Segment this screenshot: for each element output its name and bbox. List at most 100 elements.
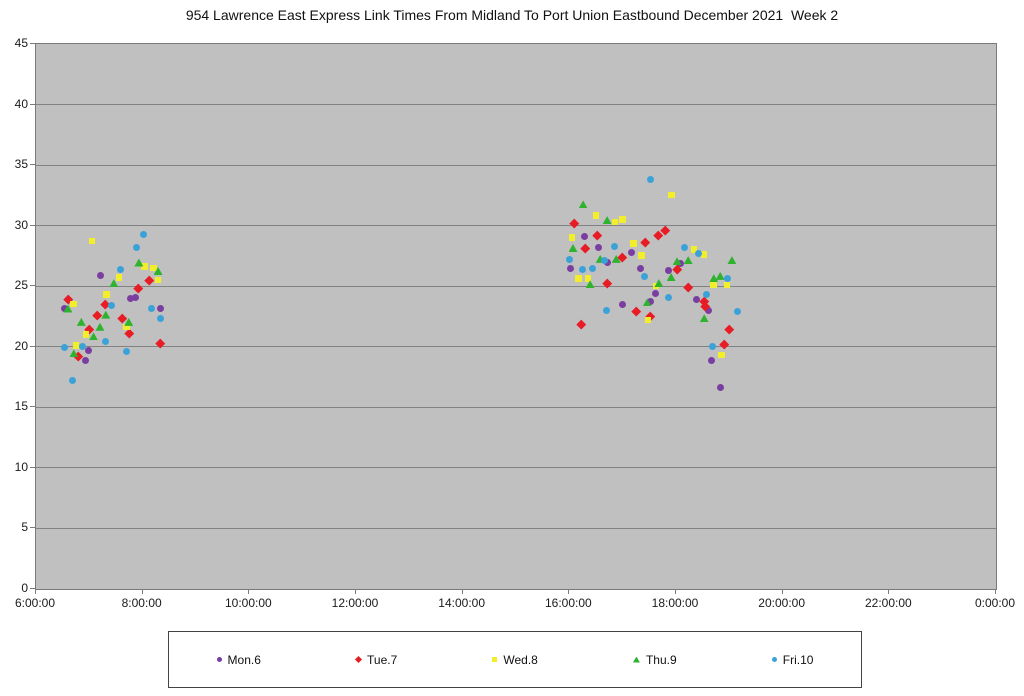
x-tick-label: 20:00:00 [758, 596, 806, 610]
data-point [638, 252, 645, 259]
data-point [153, 266, 163, 275]
y-tick-label: 40 [14, 96, 28, 111]
data-point [699, 314, 709, 323]
data-point [724, 324, 734, 335]
y-tick-label: 15 [14, 399, 28, 414]
data-point [642, 298, 652, 307]
data-point [144, 275, 154, 285]
data-point [61, 344, 69, 352]
data-point [581, 233, 589, 241]
x-tick-mark [461, 589, 463, 594]
data-point [595, 243, 603, 251]
legend-label: Mon.6 [227, 652, 261, 667]
x-tick-label: 6:00:00 [14, 596, 56, 610]
x-tick-mark [248, 589, 250, 594]
data-point [117, 265, 125, 273]
chart-title: 954 Lawrence East Express Link Times Fro… [185, 7, 839, 23]
data-point [93, 310, 103, 320]
data-point [723, 275, 731, 283]
data-point [651, 289, 659, 297]
data-point [88, 237, 95, 245]
data-point [575, 275, 582, 282]
data-point [89, 332, 99, 341]
data-point [602, 216, 612, 225]
y-tick-mark [30, 224, 35, 226]
y-tick-mark [30, 345, 35, 347]
data-point [672, 257, 682, 266]
y-tick-mark [30, 103, 35, 105]
data-point [70, 300, 77, 308]
legend-label: Thu.9 [645, 652, 677, 667]
data-point [126, 294, 134, 302]
y-tick-mark [30, 406, 35, 408]
data-point [141, 263, 148, 270]
data-point [566, 256, 574, 264]
data-point [157, 304, 165, 312]
data-point [108, 302, 116, 310]
data-point [82, 331, 90, 338]
x-tick-label: 0:00:00 [974, 596, 1016, 610]
data-point [76, 317, 86, 326]
triangle-marker-icon [632, 656, 640, 663]
gridline [36, 527, 996, 529]
y-tick-mark [30, 588, 35, 589]
data-point [708, 343, 716, 351]
data-point [734, 308, 742, 316]
data-point [717, 384, 725, 392]
data-point [715, 271, 725, 280]
data-point [727, 256, 737, 265]
data-point [602, 306, 610, 314]
data-point [595, 254, 605, 263]
y-tick-mark [30, 43, 35, 44]
data-point [148, 304, 156, 312]
data-point [139, 230, 147, 238]
data-point [60, 304, 68, 312]
data-point [719, 339, 729, 349]
data-point [123, 348, 131, 356]
data-point [69, 377, 77, 385]
plot-area [35, 43, 997, 590]
gridline [36, 346, 996, 348]
x-tick-label: 16:00:00 [544, 596, 592, 610]
x-tick-label: 12:00:00 [331, 596, 379, 610]
data-point [84, 346, 92, 354]
legend-entry: Mon.6 [216, 652, 261, 667]
legend-entry: Tue.7 [354, 652, 398, 667]
data-point [592, 230, 602, 240]
data-point [109, 279, 119, 288]
x-tick-mark [781, 589, 783, 594]
data-point [600, 257, 608, 265]
data-point [709, 274, 719, 283]
data-point [690, 246, 698, 253]
data-point [101, 310, 111, 319]
data-point [568, 234, 575, 241]
data-point [154, 276, 162, 284]
data-point [63, 304, 73, 313]
circle-marker-icon [216, 657, 222, 662]
x-tick-mark [35, 589, 36, 594]
data-point [683, 282, 694, 292]
data-point [592, 212, 599, 219]
data-point [567, 264, 575, 272]
x-tick-label: 14:00:00 [438, 596, 486, 610]
data-point [683, 256, 693, 265]
data-point [628, 248, 636, 256]
y-tick-mark [30, 164, 35, 166]
data-point [692, 296, 700, 304]
data-point [723, 281, 731, 288]
data-point [640, 237, 650, 247]
x-tick-mark [141, 589, 143, 594]
x-tick-label: 8:00:00 [121, 596, 162, 610]
data-point [700, 251, 708, 258]
data-point [115, 274, 123, 281]
x-tick-label: 10:00:00 [224, 596, 272, 610]
data-point [661, 225, 671, 235]
x-tick-mark [355, 589, 356, 594]
y-tick-label: 0 [21, 581, 28, 595]
legend-label: Wed.8 [503, 652, 538, 667]
x-tick-mark [568, 589, 570, 594]
legend-entry: Wed.8 [492, 652, 538, 667]
y-tick-mark [30, 527, 35, 529]
data-point [96, 271, 104, 279]
legend-label: Tue.7 [367, 652, 398, 667]
